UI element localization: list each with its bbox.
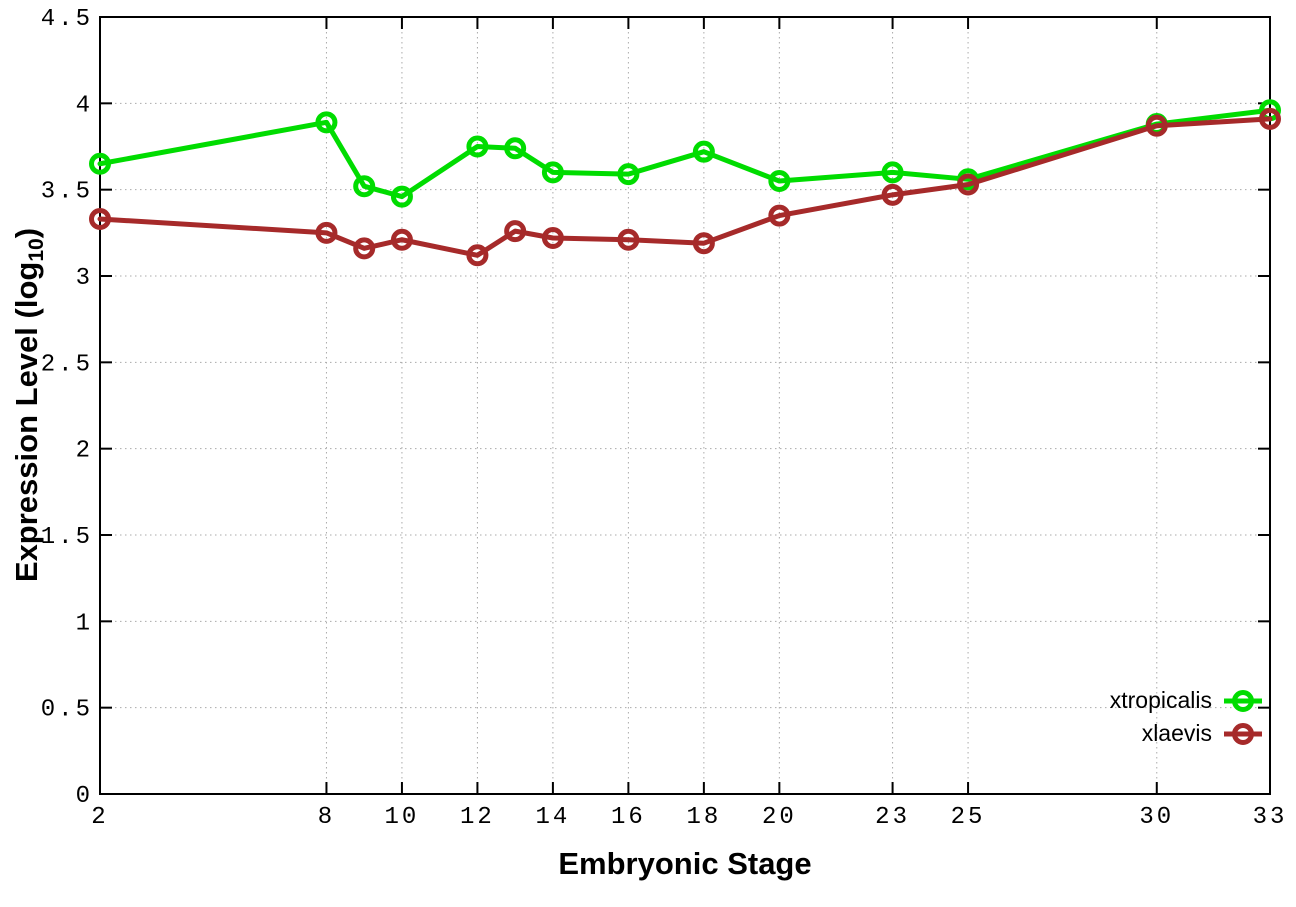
plot-border <box>99 16 1271 795</box>
y-axis-title-main: Expression Level (log <box>9 261 44 583</box>
legend-label-xlaevis: xlaevis <box>1141 720 1212 746</box>
data-point-xlaevis <box>390 228 413 251</box>
legend-marker-xtropicalis-icon <box>1224 689 1262 712</box>
y-tick-label: 0.5 <box>41 697 93 724</box>
data-point-xlaevis <box>466 244 489 267</box>
x-tick-label: 23 <box>875 804 910 831</box>
x-tick-label: 33 <box>1253 804 1288 831</box>
data-point-xtropicalis <box>466 135 489 158</box>
data-point-xtropicalis <box>541 161 564 184</box>
legend-item-xtropicalis: xtropicalis <box>1110 684 1264 717</box>
data-point-xtropicalis <box>504 137 527 160</box>
data-point-xlaevis <box>1145 114 1168 137</box>
data-point-xtropicalis <box>390 185 413 208</box>
series-line-xtropicalis <box>97 107 1273 200</box>
y-tick-label: 3.5 <box>41 179 93 206</box>
data-point-xtropicalis <box>89 152 111 175</box>
data-point-xlaevis <box>768 204 791 227</box>
data-point-xlaevis <box>541 227 564 250</box>
x-tick-label: 20 <box>762 804 797 831</box>
y-axis-title: Expression Level (log10) <box>9 227 48 583</box>
data-point-xtropicalis <box>768 170 791 193</box>
x-axis-title: Embryonic Stage <box>558 846 812 881</box>
y-tick-label: 4.5 <box>41 6 93 33</box>
legend-label-xtropicalis: xtropicalis <box>1109 687 1212 713</box>
y-tick-label: 2 <box>76 438 93 465</box>
y-tick-label: 2.5 <box>41 351 93 378</box>
x-tick-label: 2 <box>91 804 108 831</box>
data-point-xtropicalis <box>692 140 715 163</box>
data-point-xlaevis <box>315 221 338 244</box>
x-tick-label: 8 <box>318 804 335 831</box>
data-point-xlaevis <box>957 173 980 196</box>
y-axis-title-end: ) <box>9 227 44 239</box>
data-point-xlaevis <box>617 228 640 251</box>
y-tick-label: 4 <box>76 92 93 119</box>
y-tick-label: 0 <box>76 783 93 810</box>
data-point-xtropicalis <box>353 175 376 198</box>
series-line-xlaevis <box>97 116 1273 258</box>
x-tick-label: 18 <box>686 804 721 831</box>
x-tick-label: 25 <box>951 804 986 831</box>
y-tick-label: 3 <box>76 265 93 292</box>
data-point-xlaevis <box>881 183 904 206</box>
x-tick-label: 10 <box>385 804 420 831</box>
x-tick-label: 30 <box>1139 804 1174 831</box>
data-point-xlaevis <box>89 208 111 231</box>
legend: xtropicalis xlaevis <box>1110 684 1264 750</box>
data-point-xtropicalis <box>881 161 904 184</box>
data-point-xtropicalis <box>617 163 640 186</box>
y-axis-title-subscript: 10 <box>24 238 48 262</box>
y-tick-label: 1.5 <box>41 524 93 551</box>
data-point-xlaevis <box>353 237 376 260</box>
legend-marker-xlaevis-icon <box>1224 722 1262 745</box>
data-point-xlaevis <box>1259 107 1281 130</box>
data-point-xtropicalis <box>315 111 338 134</box>
data-point-xlaevis <box>692 232 715 255</box>
x-tick-label: 14 <box>535 804 570 831</box>
data-point-xlaevis <box>504 220 527 243</box>
y-tick-label: 1 <box>76 610 93 637</box>
legend-item-xlaevis: xlaevis <box>1110 717 1264 750</box>
x-tick-label: 12 <box>460 804 495 831</box>
x-tick-label: 16 <box>611 804 646 831</box>
